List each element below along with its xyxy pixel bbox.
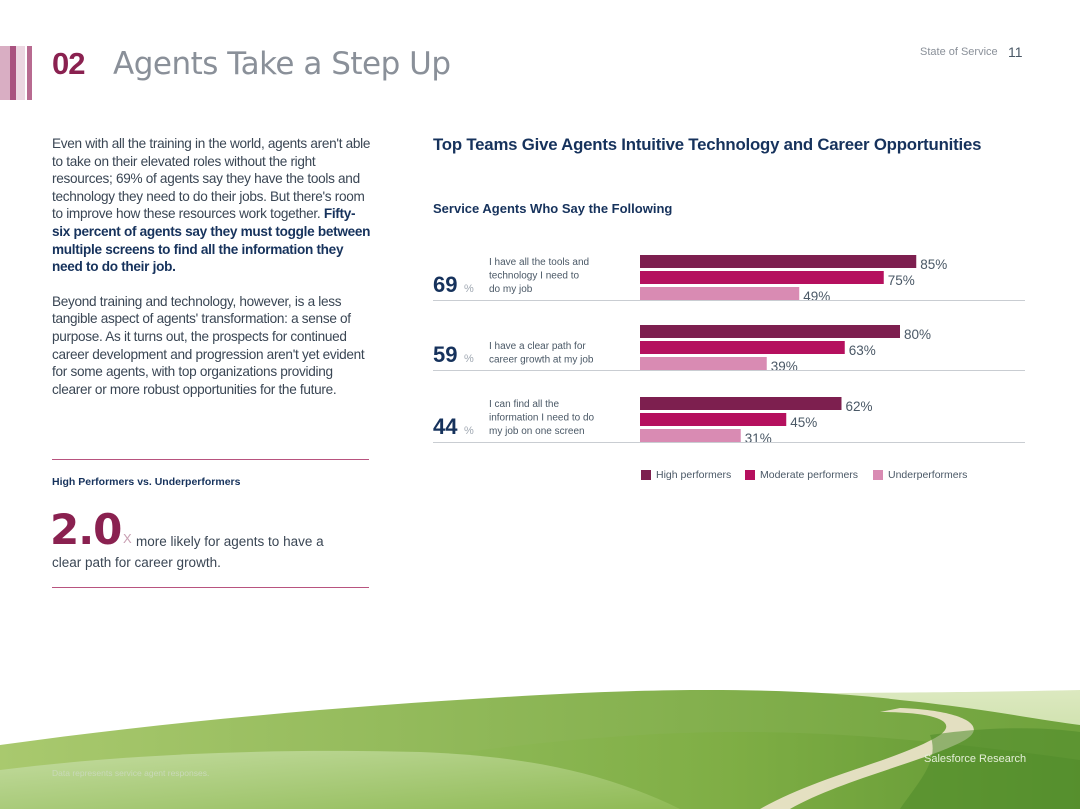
highlight-description: more likely for agents to have a clear p… — [52, 534, 324, 570]
highlight-value: 2.0 — [50, 505, 122, 554]
legend-swatch — [745, 470, 755, 480]
legend-label: Underperformers — [888, 469, 968, 481]
brand-footer: Salesforce Research — [924, 753, 1027, 765]
intro-paragraph-1: Even with all the training in the world,… — [52, 135, 372, 276]
highlight-title: High Performers vs. Underperformers — [52, 476, 241, 488]
intro-p1-plain: Even with all the training in the world,… — [52, 136, 371, 222]
section-accent-stripes — [0, 46, 33, 100]
page-number: 11 — [1008, 44, 1023, 60]
legend-moderate-performers: Moderate performers — [745, 468, 858, 482]
legend-swatch — [641, 470, 651, 480]
report-name: State of Service — [920, 46, 998, 58]
legend-high-performers: High performers — [641, 468, 731, 482]
highlight-multiplier: X — [123, 531, 132, 546]
footnote: Data represents service agent responses. — [52, 768, 210, 778]
chart-title: Top Teams Give Agents Intuitive Technolo… — [433, 135, 982, 154]
intro-p1-bold: Fifty-six percent of agents say they mus… — [52, 206, 371, 275]
section-number: 02 — [52, 46, 85, 81]
legend-swatch — [873, 470, 883, 480]
intro-paragraph-2: Beyond training and technology, however,… — [52, 293, 365, 397]
legend-label: Moderate performers — [760, 469, 859, 481]
intro-text: Even with all the training in the world,… — [52, 135, 372, 415]
page-title: Agents Take a Step Up — [113, 46, 451, 82]
divider-bottom — [52, 587, 369, 588]
chart-subtitle: Service Agents Who Say the Following — [433, 201, 673, 216]
legend-label: High performers — [656, 469, 732, 481]
divider-top — [52, 459, 369, 460]
legend-underperformers: Underperformers — [873, 468, 967, 482]
